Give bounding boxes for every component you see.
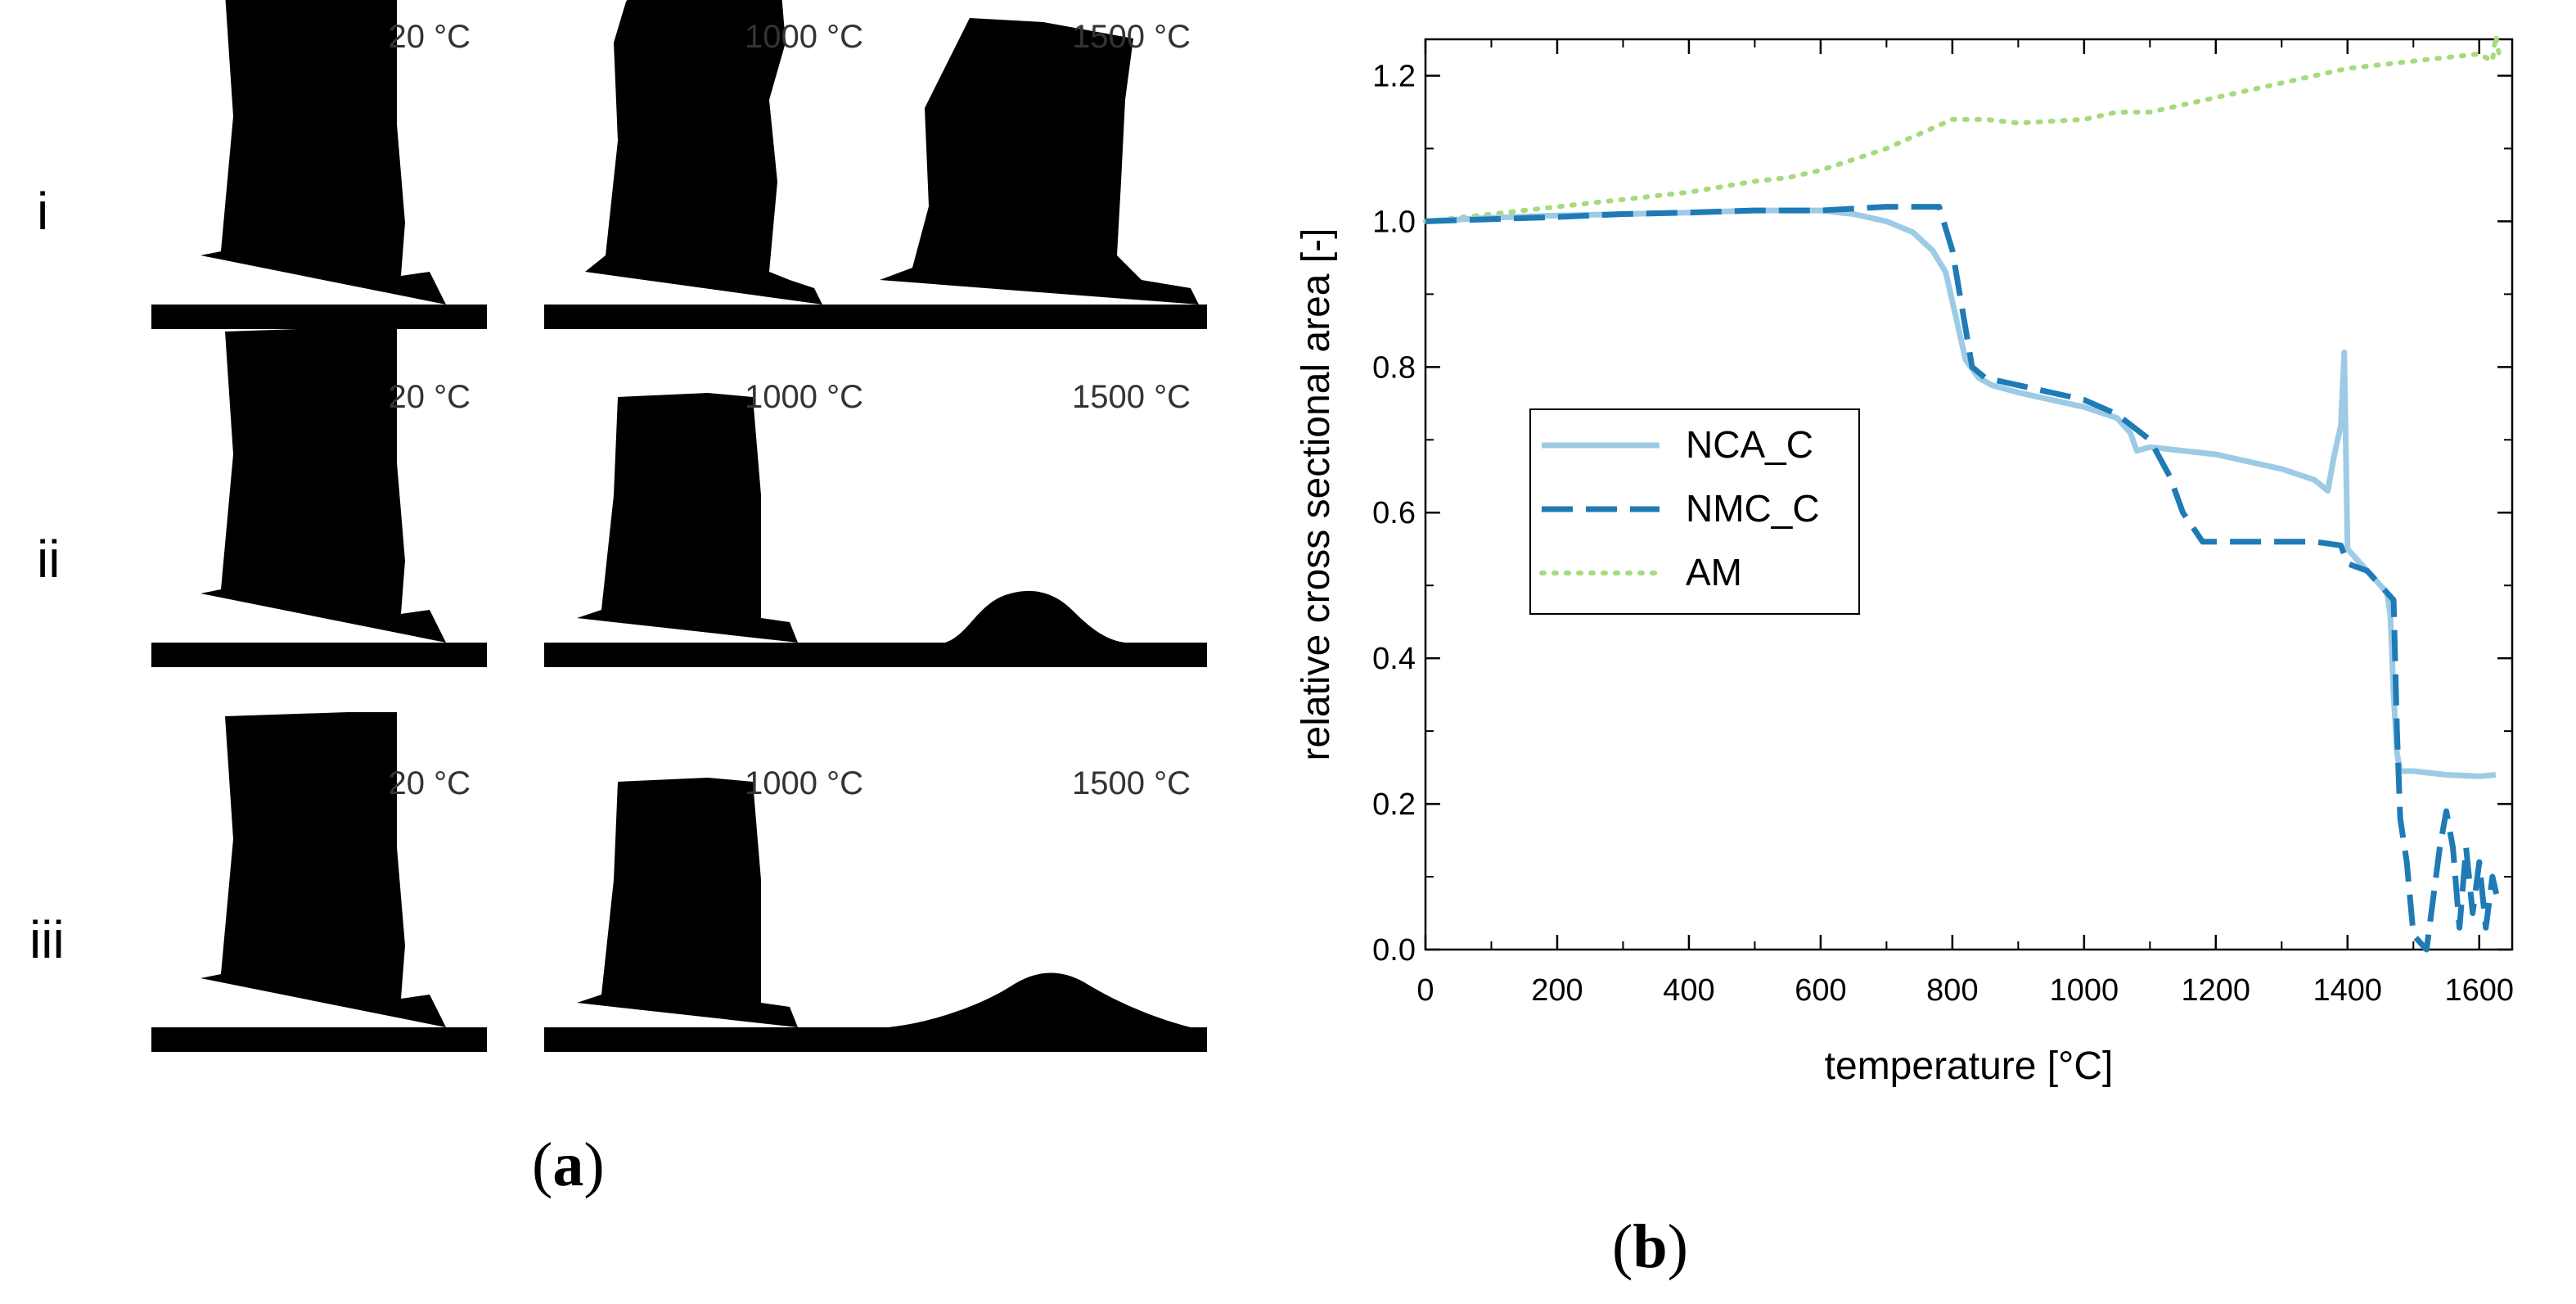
substrate-strip (151, 643, 487, 667)
legend-label: NMC_C (1686, 487, 1820, 530)
silhouette-image: 20 °C (151, 327, 487, 667)
y-tick-label: 1.2 (1372, 59, 1416, 93)
silhouette-image: 1000 °C (544, 379, 880, 667)
sample-silhouette (585, 0, 822, 305)
silhouette-image: 1000 °C (544, 0, 880, 329)
substrate-strip (544, 643, 880, 667)
y-tick-label: 1.0 (1372, 205, 1416, 239)
silhouette-image: 1500 °C (880, 379, 1207, 667)
substrate-strip (544, 305, 880, 329)
row-label: ii (37, 530, 60, 589)
panel-a-images: i 20 °C 1000 °C 1500 °C ii 20 °C 1000 °C 1500 °… (0, 0, 1260, 1300)
substrate-strip (544, 1027, 880, 1052)
x-axis-label: temperature [°C] (1825, 1045, 2114, 1088)
sample-silhouette (577, 393, 798, 643)
silhouette-grid: i 20 °C 1000 °C 1500 °C ii 20 °C 1000 °C 1500 °… (29, 0, 1207, 1052)
sample-silhouette (200, 0, 446, 305)
substrate-strip (880, 305, 1207, 329)
x-tick-label: 0 (1416, 973, 1434, 1008)
y-axis-label: relative cross sectional area [-] (1295, 228, 1338, 761)
y-tick-label: 0.2 (1372, 787, 1416, 822)
x-tick-label: 200 (1531, 973, 1583, 1008)
x-tick-label: 1600 (2444, 973, 2514, 1008)
legend-label: AM (1686, 551, 1742, 593)
substrate-strip (151, 1027, 487, 1052)
series-line-nmc-c (1425, 204, 2502, 953)
temperature-label: 1500 °C (1072, 19, 1191, 55)
x-tick-label: 400 (1663, 973, 1714, 1008)
temperature-label: 20 °C (389, 19, 471, 55)
x-tick-label: 1400 (2313, 973, 2383, 1008)
sample-silhouette (200, 712, 446, 1027)
temperature-label: 20 °C (389, 379, 471, 415)
series-line-am (1423, 33, 2502, 224)
temperature-label: 1000 °C (745, 379, 863, 415)
silhouette-image: 1500 °C (880, 765, 1207, 1052)
caption-b: (b) (1612, 1212, 1688, 1281)
substrate-strip (880, 643, 1207, 667)
substrate-strip (880, 1027, 1207, 1052)
plot-frame (1424, 38, 2514, 951)
row-label: i (37, 182, 48, 241)
sample-silhouette (577, 778, 798, 1027)
legend-label: NCA_C (1686, 423, 1813, 466)
panel-b-chart: 0 200 400 600 800 1000 1200 1400 1600 0.0 0.2 0.4 0.… (1260, 0, 2576, 1300)
temperature-label: 1000 °C (745, 19, 863, 55)
temperature-label: 1500 °C (1072, 765, 1191, 801)
substrate-strip (151, 305, 487, 329)
silhouette-image: 1000 °C (544, 765, 880, 1052)
silhouette-image: 1500 °C (880, 18, 1207, 329)
caption-a: (a) (532, 1130, 605, 1199)
temperature-label: 1000 °C (745, 765, 863, 801)
sample-silhouette (880, 18, 1199, 305)
x-tick-label: 800 (1926, 973, 1978, 1008)
y-tick-label: 0.8 (1372, 350, 1416, 385)
sample-silhouette (200, 327, 446, 643)
y-tick-label: 0.0 (1372, 933, 1416, 968)
silhouette-image: 20 °C (151, 712, 487, 1052)
sample-silhouette (888, 972, 1191, 1027)
silhouette-image: 20 °C (151, 0, 487, 329)
temperature-label: 1500 °C (1072, 379, 1191, 415)
line-chart: 0 200 400 600 800 1000 1200 1400 1600 0.0 0.2 0.4 0.… (1295, 33, 2514, 1088)
y-tick-label: 0.4 (1372, 642, 1416, 676)
x-tick-label: 600 (1795, 973, 1846, 1008)
temperature-label: 20 °C (389, 765, 471, 801)
x-tick-label: 1200 (2182, 973, 2251, 1008)
row-label: iii (29, 910, 65, 969)
y-tick-label: 0.6 (1372, 496, 1416, 530)
series-line-nca-c (1425, 207, 2497, 779)
sample-silhouette (945, 590, 1125, 643)
x-tick-label: 1000 (2050, 973, 2119, 1008)
